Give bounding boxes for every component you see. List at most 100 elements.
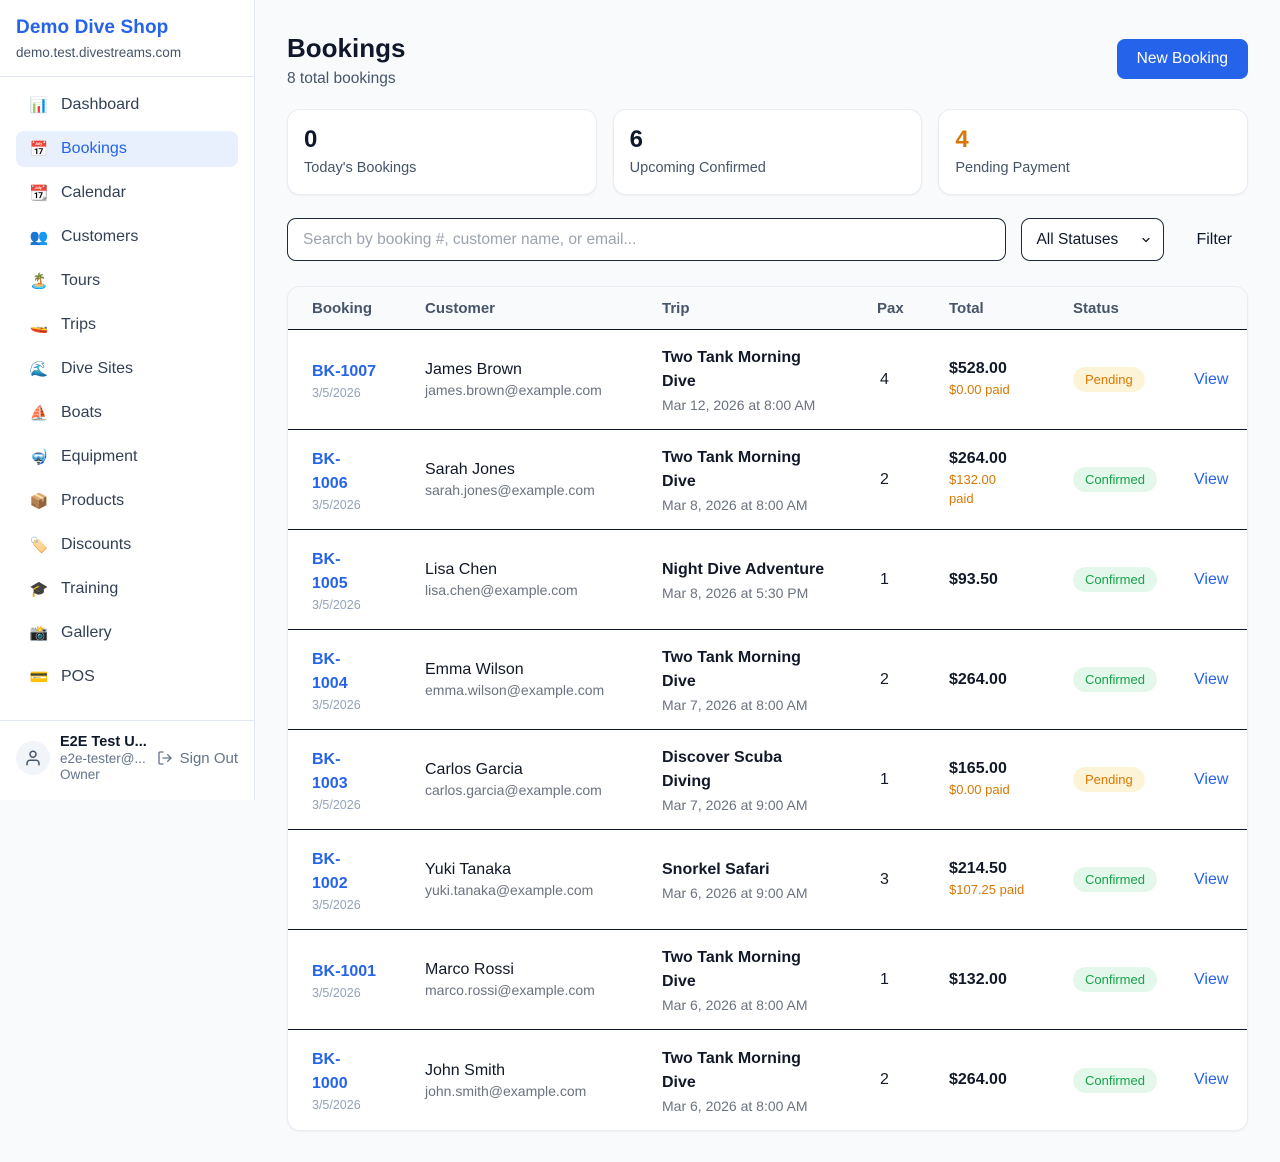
pax-value: 1 [880,970,889,988]
sidebar-item[interactable]: 💳 POS [16,659,238,695]
chevron-down-icon [1142,237,1151,242]
sidebar-nav: 📊 Dashboard 📅 Bookings 📆 Calendar 👥 Cust… [0,77,254,711]
main-content: Bookings 8 total bookings New Booking 0 … [287,0,1248,1132]
sailboat-icon: ⛵ [29,404,49,422]
pax-value: 2 [880,1071,889,1089]
action-cell: View [1194,771,1228,789]
booking-id-link[interactable]: BK- 1005 [312,550,348,592]
total-cell: $528.00 $0.00 paid [949,360,1073,400]
new-booking-button[interactable]: New Booking [1116,39,1248,79]
stat-label: Pending Payment [955,159,1070,176]
view-link[interactable]: View [1194,370,1229,388]
customer-name: Emma Wilson [425,661,524,679]
view-link[interactable]: View [1194,670,1229,688]
booking-cell: BK- 1000 3/5/2026 [312,1048,425,1112]
booking-date: 3/5/2026 [312,1098,361,1113]
customer-cell: Carlos Garcia carlos.garcia@example.com [425,761,662,798]
sidebar-item-label: Trips [61,316,96,333]
sidebar-item[interactable]: 🌊 Dive Sites [16,351,238,387]
customer-email: yuki.tanaka@example.com [425,882,594,899]
booking-id-link[interactable]: BK- 1004 [312,650,348,692]
sidebar-item[interactable]: 👥 Customers [16,219,238,255]
booking-id-link[interactable]: BK- 1006 [312,450,348,492]
view-link[interactable]: View [1194,970,1229,988]
column-header: Pax [877,299,904,317]
booking-id-link[interactable]: BK-1007 [312,362,377,380]
booking-id-link[interactable]: BK-1001 [312,962,377,980]
table-row: BK-1001 3/5/2026 Marco Rossi marco.rossi… [288,930,1247,1031]
sidebar-item-label: Dashboard [61,96,140,113]
camera-icon: 📸 [29,624,49,642]
customer-email: marco.rossi@example.com [425,982,595,999]
view-link[interactable]: View [1194,570,1229,588]
pax-value: 4 [880,370,889,388]
customer-cell: Lisa Chen lisa.chen@example.com [425,561,662,598]
sidebar-item[interactable]: 🚤 Trips [16,307,238,343]
paid-value: $132.00 paid [949,472,996,507]
status-badge: Confirmed [1073,567,1157,593]
view-link[interactable]: View [1194,470,1229,488]
sidebar-item-label: Products [61,492,125,509]
status-badge: Pending [1073,767,1145,793]
search-input[interactable] [287,218,1007,262]
status-filter-select[interactable]: All Statuses [1021,218,1165,262]
table-row: BK- 1000 3/5/2026 John Smith john.smith@… [288,1030,1247,1131]
package-icon: 📦 [29,492,49,510]
trip-cell: Two Tank Morning Dive Mar 12, 2026 at 8:… [662,346,877,413]
table-row: BK-1007 3/5/2026 James Brown james.brown… [288,330,1247,431]
booking-id-link[interactable]: BK- 1002 [312,850,348,892]
customer-cell: Yuki Tanaka yuki.tanaka@example.com [425,861,662,898]
sidebar-item[interactable]: 📆 Calendar [16,175,238,211]
user-role: Owner [60,767,100,782]
sidebar-item[interactable]: 📅 Bookings [16,131,238,167]
total-value: $214.50 [949,859,1007,877]
tear-off-calendar-icon: 📆 [29,184,49,202]
speedboat-icon: 🚤 [29,316,49,334]
graduation-cap-icon: 🎓 [29,580,49,598]
booking-id-link[interactable]: BK- 1003 [312,750,348,792]
status-cell: Confirmed [1073,1067,1194,1093]
sidebar-item-label: Gallery [61,624,112,641]
booking-date: 3/5/2026 [312,497,361,512]
sidebar-item[interactable]: 📊 Dashboard [16,87,238,123]
action-cell: View [1194,971,1228,989]
trip-date: Mar 6, 2026 at 8:00 AM [662,997,808,1014]
user-icon [26,750,40,766]
sidebar-item[interactable]: 🏝️ Tours [16,263,238,299]
customer-name: John Smith [425,1061,506,1079]
sidebar-item[interactable]: 🎓 Training [16,571,238,607]
view-link[interactable]: View [1194,870,1229,888]
customer-cell: Emma Wilson emma.wilson@example.com [425,661,662,698]
paid-value: $0.00 paid [949,781,1010,797]
sidebar-item[interactable]: ⛵ Boats [16,395,238,431]
brand-name[interactable]: Demo Dive Shop [16,17,169,38]
view-link[interactable]: View [1194,770,1229,788]
filter-button[interactable]: Filter [1180,231,1248,249]
trip-cell: Two Tank Morning Dive Mar 7, 2026 at 8:0… [662,646,877,713]
customer-name: Yuki Tanaka [425,861,511,879]
stat-label: Upcoming Confirmed [629,159,766,176]
diving-mask-icon: 🤿 [29,448,49,466]
view-link[interactable]: View [1194,1071,1229,1089]
sidebar-item[interactable]: 🏷️ Discounts [16,527,238,563]
action-cell: View [1194,1071,1228,1089]
customer-email: emma.wilson@example.com [425,682,605,699]
sidebar-item[interactable]: 📸 Gallery [16,615,238,651]
sidebar-item[interactable]: 📦 Products [16,483,238,519]
sidebar-item-label: Calendar [61,184,126,201]
sign-out-button[interactable]: Sign Out [155,750,240,767]
stat-label: Today's Bookings [304,159,417,176]
customer-email: sarah.jones@example.com [425,482,595,499]
booking-date: 3/5/2026 [312,897,361,912]
stat-value: 4 [955,126,969,154]
trip-name: Two Tank Morning Dive [662,449,801,491]
sidebar-item[interactable]: 🤿 Equipment [16,439,238,475]
pax-value: 1 [880,770,889,788]
customer-cell: James Brown james.brown@example.com [425,361,662,398]
total-value: $264.00 [949,450,1007,468]
trip-cell: Discover Scuba Diving Mar 7, 2026 at 9:0… [662,746,877,813]
trip-name: Two Tank Morning Dive [662,949,801,991]
booking-id-link[interactable]: BK- 1000 [312,1051,348,1093]
column-header: Booking [312,299,372,317]
trip-date: Mar 7, 2026 at 9:00 AM [662,797,808,814]
